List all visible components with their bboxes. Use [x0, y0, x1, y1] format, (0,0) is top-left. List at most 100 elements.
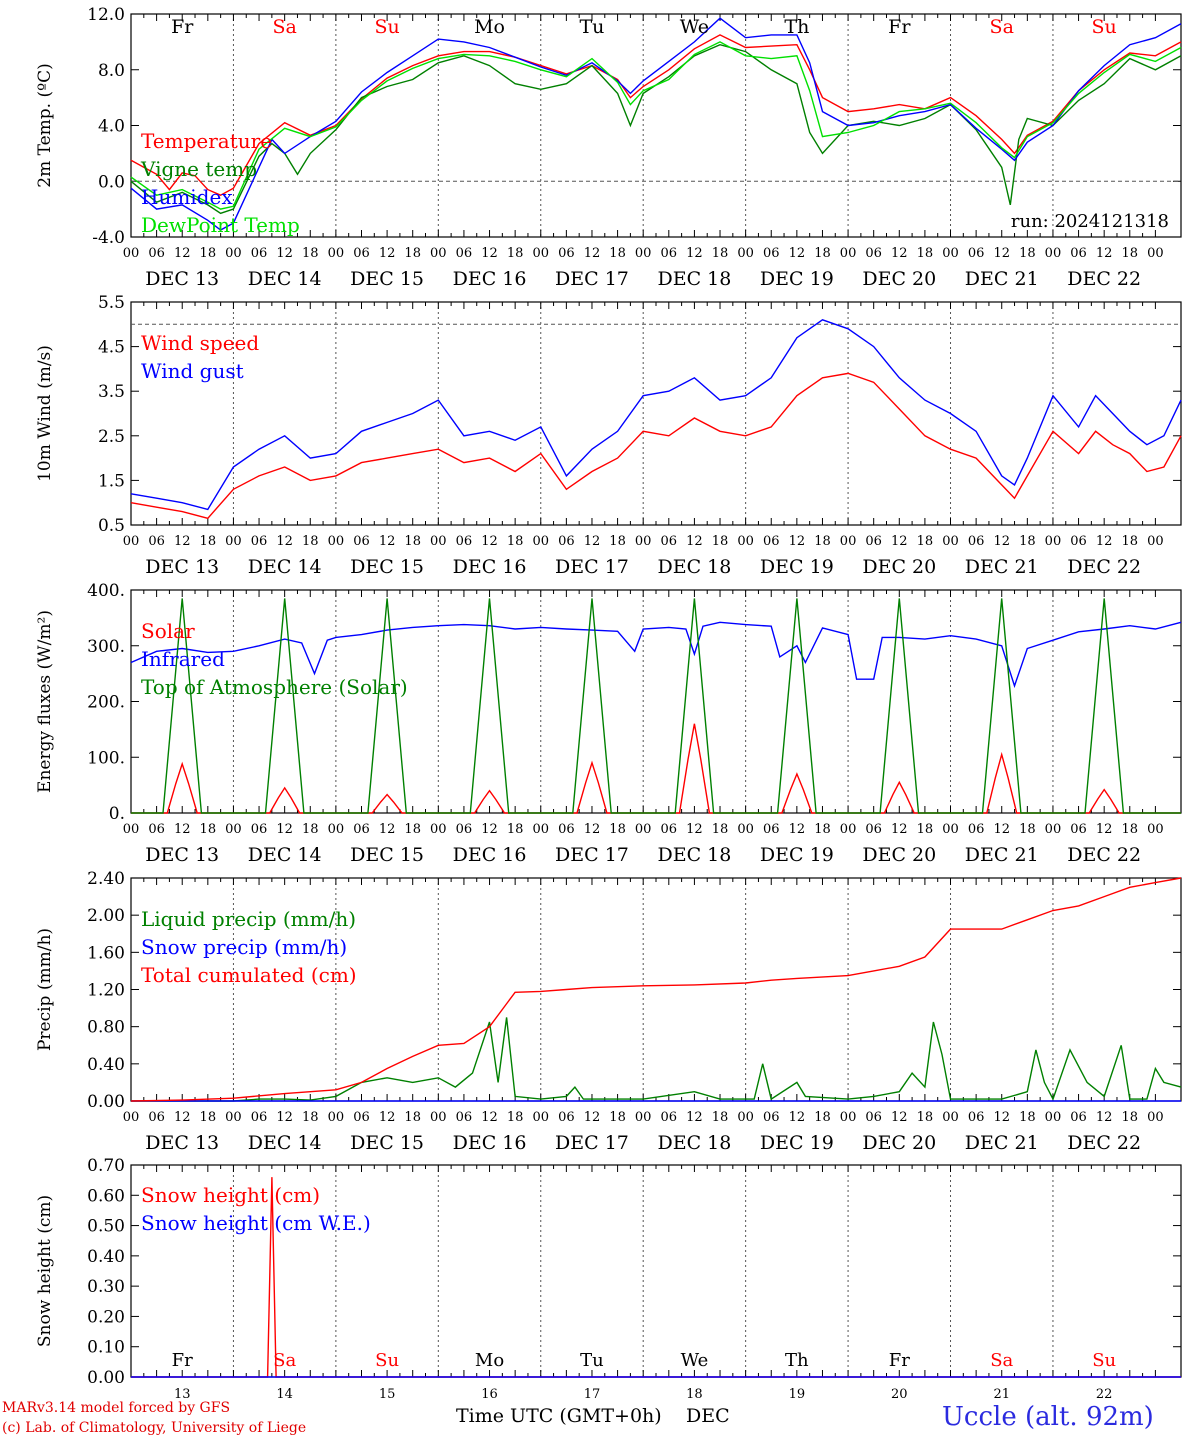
y-tick-label: 200.	[87, 693, 125, 713]
chart-panel-2: 0.5 1.5 2.5 3.5 4.5 5.5 10m Wind (m/s) 00 06 12 18…	[35, 293, 1182, 578]
hour-tick-label: 00	[1147, 534, 1164, 549]
date-label: DEC 14	[248, 556, 322, 578]
hour-tick-label: 18	[814, 822, 831, 837]
weekday-label: Fr	[171, 16, 194, 38]
hour-tick-label: 12	[379, 246, 396, 261]
hour-tick-label: 12	[481, 822, 498, 837]
day-number-label: 14	[276, 1387, 293, 1402]
hour-tick-label: 12	[1096, 534, 1113, 549]
date-label: DEC 21	[965, 268, 1039, 290]
day-number-label: 18	[686, 1387, 703, 1402]
date-label: DEC 18	[657, 844, 731, 866]
series-line-1	[130, 34, 1182, 196]
date-label: DEC 17	[555, 1132, 629, 1154]
hour-tick-label: 12	[993, 534, 1010, 549]
hour-tick-label: 06	[865, 534, 882, 549]
date-label: DEC 22	[1067, 556, 1141, 578]
date-label: DEC 21	[965, 556, 1039, 578]
y-tick-label: 0.00	[87, 1368, 125, 1388]
hour-tick-label: 12	[276, 1110, 293, 1125]
weekday-label: Mo	[475, 1350, 504, 1371]
day-number-label: 17	[584, 1387, 601, 1402]
series-line-1	[130, 372, 1182, 520]
series-line-3	[131, 598, 1181, 814]
y-tick-label: -4.0	[92, 228, 125, 248]
y-tick-label: 0.30	[87, 1277, 125, 1297]
hour-tick-label: 06	[558, 246, 575, 261]
hour-tick-label: 12	[789, 246, 806, 261]
model-credit: MARv3.14 model forced by GFS	[2, 1400, 231, 1416]
legend-entry: Snow precip (mm/h)	[141, 935, 347, 959]
hour-tick-label: 00	[532, 246, 549, 261]
hour-tick-label: 06	[148, 822, 165, 837]
series-line-1	[131, 723, 1181, 814]
hour-tick-label: 18	[1122, 534, 1139, 549]
y-tick-label: 100.	[87, 748, 125, 768]
hour-tick-label: 18	[200, 822, 217, 837]
hour-tick-label: 18	[404, 822, 421, 837]
weekday-label: Mo	[474, 16, 505, 38]
hour-tick-label: 00	[430, 534, 447, 549]
hour-tick-label: 00	[1045, 246, 1062, 261]
hour-tick-label: 18	[302, 822, 319, 837]
hour-tick-label: 12	[993, 246, 1010, 261]
hour-tick-label: 00	[430, 822, 447, 837]
date-label: DEC 15	[350, 268, 424, 290]
hour-tick-label: 00	[942, 1110, 959, 1125]
y-axis-label: Snow height (cm)	[35, 1195, 55, 1347]
date-label: DEC 16	[453, 556, 527, 578]
hour-tick-label: 18	[507, 822, 524, 837]
y-tick-label: 0.40	[87, 1247, 125, 1267]
legend-entry: Wind gust	[141, 359, 244, 383]
hour-tick-label: 06	[968, 1110, 985, 1125]
hour-tick-label: 00	[635, 534, 652, 549]
hour-tick-label: 06	[558, 534, 575, 549]
hour-tick-label: 00	[942, 822, 959, 837]
date-label: DEC 13	[145, 1132, 219, 1154]
legend-entry: Humidex	[141, 185, 233, 209]
hour-tick-label: 12	[584, 822, 601, 837]
hour-tick-label: 12	[686, 822, 703, 837]
hour-tick-label: 00	[123, 246, 140, 261]
date-label: DEC 14	[248, 268, 322, 290]
hour-tick-label: 06	[1070, 822, 1087, 837]
weekday-label: We	[680, 16, 709, 38]
hour-tick-label: 06	[251, 534, 268, 549]
hour-tick-label: 06	[148, 1110, 165, 1125]
hour-tick-label: 06	[148, 246, 165, 261]
hour-tick-label: 18	[507, 534, 524, 549]
hour-tick-label: 12	[584, 246, 601, 261]
y-tick-label: 4.0	[98, 117, 125, 137]
hour-tick-label: 18	[712, 1110, 729, 1125]
date-label: DEC 20	[862, 1132, 936, 1154]
hour-tick-label: 12	[686, 1110, 703, 1125]
hour-tick-label: 00	[942, 534, 959, 549]
weekday-label: Sa	[990, 1350, 1013, 1371]
hour-tick-label: 12	[789, 1110, 806, 1125]
hour-tick-label: 00	[532, 1110, 549, 1125]
y-axis-label: 2m Temp. (ºC)	[35, 63, 55, 188]
plot-frame	[130, 301, 1182, 526]
hour-tick-label: 06	[1070, 1110, 1087, 1125]
hour-tick-label: 12	[686, 246, 703, 261]
y-tick-label: 5.5	[98, 293, 125, 313]
hour-tick-label: 12	[379, 534, 396, 549]
hour-tick-label: 12	[993, 1110, 1010, 1125]
hour-tick-label: 00	[1045, 534, 1062, 549]
hour-tick-label: 18	[1019, 246, 1036, 261]
y-tick-label: 0.	[109, 804, 125, 824]
hour-tick-label: 12	[993, 822, 1010, 837]
hour-tick-label: 06	[558, 1110, 575, 1125]
y-tick-label: 3.5	[98, 382, 125, 402]
time-axis-title: Time UTC (GMT+0h)	[456, 1405, 662, 1427]
hour-tick-label: 12	[891, 822, 908, 837]
weekday-label: Sa	[272, 16, 296, 38]
date-label: DEC 14	[248, 844, 322, 866]
hour-tick-label: 06	[1070, 534, 1087, 549]
hour-tick-label: 18	[200, 1110, 217, 1125]
hour-tick-label: 06	[251, 246, 268, 261]
hour-tick-label: 12	[789, 534, 806, 549]
series-line-2	[130, 319, 1182, 511]
hour-tick-label: 12	[174, 822, 191, 837]
hour-tick-label: 12	[276, 246, 293, 261]
